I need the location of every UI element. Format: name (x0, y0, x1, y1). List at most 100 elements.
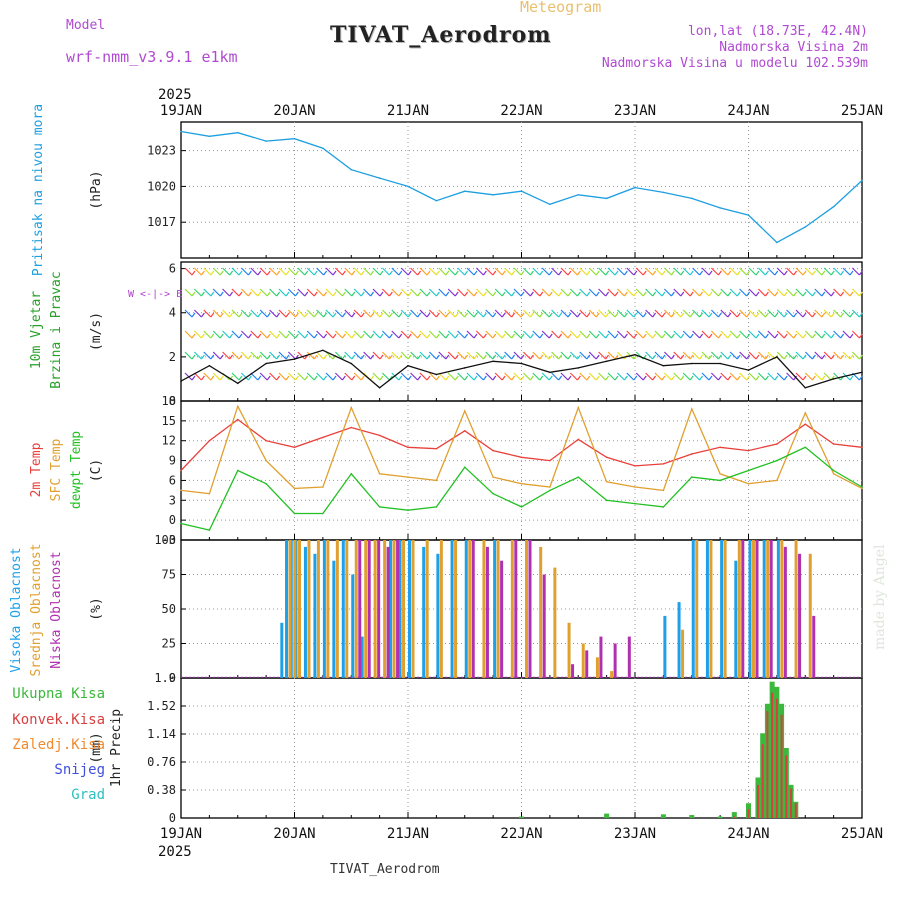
wind-barb (400, 309, 409, 318)
wind-barb (511, 333, 516, 339)
wind-barb (729, 351, 738, 360)
wind-barb (203, 309, 212, 318)
wind-barb (532, 309, 541, 318)
wind-barb (811, 312, 816, 318)
mid-cloud-bar (695, 540, 699, 678)
dewpt-line-point (605, 499, 608, 502)
wind-barb (595, 354, 600, 360)
precip-conv-bar (785, 755, 788, 818)
wind-barb (325, 351, 334, 360)
wind-barb (435, 270, 440, 276)
wind-barb (400, 267, 409, 276)
wind-barb (541, 288, 550, 297)
wind-barb (410, 267, 419, 276)
wind-barb (212, 309, 221, 318)
wind-barb (793, 312, 798, 318)
mid-cloud-bar (525, 540, 528, 678)
wind-barb (297, 330, 306, 339)
wind-barb (699, 270, 704, 276)
low-cloud-bar (367, 540, 371, 678)
x-tick-label-top: 22JAN (500, 103, 542, 119)
wind-barb (388, 291, 393, 297)
wind-barb (259, 351, 268, 360)
wind-barb (720, 309, 729, 318)
wind-barb (304, 312, 309, 318)
wind-barb (457, 309, 466, 318)
wind-barb (708, 375, 713, 381)
wind-barb (410, 372, 419, 381)
mid-cloud-bar (567, 622, 571, 678)
high-cloud-bar (322, 540, 326, 678)
wind-barb (341, 354, 346, 360)
wind-barb (757, 267, 766, 276)
wind-barb (539, 270, 544, 276)
wind-barb (304, 333, 309, 339)
wind-barb (485, 309, 494, 318)
sfc-temp-line-point (208, 492, 211, 495)
wind-barb (259, 372, 268, 381)
sfc-temp-line-point (492, 476, 494, 478)
mid-cloud-bar (539, 546, 543, 678)
wind-barb (858, 270, 863, 276)
wind-barb (795, 267, 804, 276)
wind-barb (692, 351, 701, 360)
dewpt-line-point (832, 469, 835, 472)
wind-barb (755, 270, 760, 276)
pressure-line-point (776, 241, 778, 244)
wind-barb (435, 333, 440, 339)
wind-barb (823, 372, 832, 381)
wind-barb (445, 333, 450, 339)
temp2m-line-point (407, 446, 409, 449)
precip-conv-bar (780, 714, 783, 818)
wind-barb (541, 267, 550, 276)
wind-barb (370, 354, 375, 360)
wind-barb (748, 351, 757, 360)
wind-barb (701, 351, 710, 360)
wind-barb (210, 375, 215, 381)
wind-barb (811, 270, 816, 276)
wind-barb (786, 372, 795, 381)
wind-barb (184, 330, 193, 339)
wind-barb (701, 267, 710, 276)
dewpt-line-point (549, 489, 551, 492)
wind-barb (569, 309, 578, 318)
wind-barb (475, 288, 484, 297)
wind-barb (567, 354, 572, 360)
wind-barb (419, 351, 428, 360)
dewpt-line-point (804, 446, 807, 449)
elevation-label: Nadmorska Visina 2m (719, 40, 868, 55)
wind-barb (475, 330, 484, 339)
low-cloud-axis-label: Niska Oblacnost (49, 551, 64, 668)
wind-barb (851, 330, 860, 339)
sfc-temp-line-point (861, 487, 863, 490)
wind-barb (652, 354, 657, 360)
wind-speed-line-point (832, 378, 835, 380)
wind-barb (297, 351, 306, 360)
mid-cloud-bar (808, 553, 812, 678)
wind-barb (548, 354, 553, 360)
wind-barb (710, 309, 719, 318)
wind-barb (193, 372, 202, 381)
low-cloud-bar (741, 540, 745, 678)
dewpt-line-point (350, 473, 353, 475)
wind-barb (851, 351, 860, 360)
wind-barb (746, 375, 751, 381)
wind-barb (755, 375, 760, 381)
wind-barb (616, 330, 625, 339)
wind-barb (793, 333, 798, 339)
wind-barb (840, 333, 845, 339)
wind-barb (776, 288, 785, 297)
wind-barb (344, 288, 353, 297)
wind-barb (823, 330, 832, 339)
wind-barb (435, 354, 440, 360)
low-cloud-bar (377, 540, 381, 678)
wind-barb (522, 267, 531, 276)
wind-barb (708, 270, 713, 276)
mid-cloud-bar (335, 540, 339, 678)
wind-barb (607, 351, 616, 360)
dewpt-line-point (861, 486, 863, 488)
wind-barb (748, 309, 757, 318)
y-tick-label: 1017 (147, 215, 176, 229)
wind-barb (511, 312, 516, 318)
wind-barb (191, 375, 196, 381)
